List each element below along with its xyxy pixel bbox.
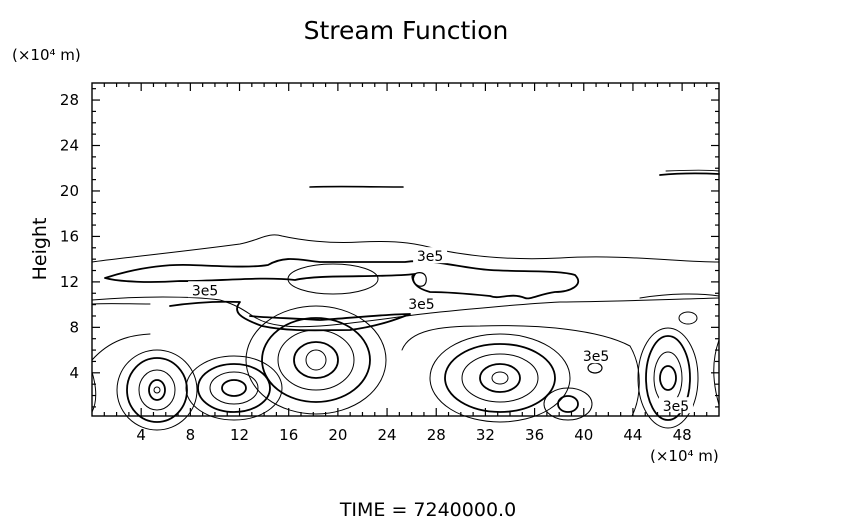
footer-time: TIME = 7240000.0: [339, 499, 516, 519]
y-axis-label: Height: [29, 218, 51, 281]
y-tick-label: 24: [60, 137, 79, 155]
x-tick-label: 16: [279, 426, 298, 444]
eddy-ring: [491, 371, 509, 385]
contour-line: [659, 172, 720, 176]
eddy-ring: [293, 341, 339, 379]
contour-label: 3e5: [663, 399, 689, 415]
eddy-ring: [479, 363, 521, 393]
contour-line: [91, 371, 97, 413]
contour-line: [411, 272, 427, 287]
contour-label: 3e5: [417, 249, 443, 265]
eddy-ring: [645, 335, 691, 421]
y-unit-label: (×10⁴ m): [12, 46, 81, 64]
x-tick-label: 8: [186, 426, 196, 444]
y-tick-labels: 4 8 12 16 20 24 28: [60, 91, 79, 382]
y-tick-label: 16: [60, 227, 79, 245]
contour-line: [169, 300, 411, 332]
y-tick-label: 4: [69, 364, 79, 382]
x-tick-label: 20: [328, 426, 347, 444]
contour-labels: 3e5 3e5 3e5 3e5 3e5: [188, 247, 693, 415]
eddy-ring: [148, 379, 166, 401]
eddy-ring: [126, 357, 188, 423]
eddy-ring: [261, 317, 371, 403]
plot-frame: [91, 82, 720, 417]
contour-line: [91, 234, 720, 263]
eddy-ring: [557, 395, 579, 413]
contour-line: [713, 339, 720, 406]
x-tick-label: 36: [525, 426, 544, 444]
contour-line: [91, 333, 151, 361]
y-tick-label: 8: [69, 318, 79, 336]
contour-label: 3e5: [408, 297, 434, 313]
contour-label: 3e5: [192, 283, 218, 299]
contour-line: [665, 169, 720, 172]
x-tick-label: 12: [230, 426, 249, 444]
eddy-ring: [659, 365, 677, 391]
eddy-ring: [444, 343, 556, 413]
x-tick-label: 44: [623, 426, 642, 444]
eddy-ring: [678, 311, 698, 325]
x-tick-label: 24: [378, 426, 397, 444]
eddy-ring: [153, 386, 161, 394]
eddy-ring: [209, 371, 259, 405]
contour-label: 3e5: [583, 349, 609, 365]
eddy-ring: [138, 369, 176, 411]
x-tick-label: 32: [476, 426, 495, 444]
chart-title: Stream Function: [304, 16, 509, 45]
contour-hole: [287, 263, 379, 295]
eddy-ring: [637, 327, 699, 429]
x-tick-label: 40: [574, 426, 593, 444]
contour-line: [401, 325, 640, 417]
y-tick-label: 28: [60, 91, 79, 109]
x-tick-label: 4: [136, 426, 146, 444]
contour-line: [91, 296, 720, 328]
eddy-ring: [543, 387, 593, 421]
x-unit-label: (×10⁴ m): [650, 447, 719, 465]
contour-label-bg: [413, 247, 448, 264]
eddy-ring: [221, 379, 247, 397]
eddy-ring: [653, 351, 683, 405]
eddy-ring: [429, 333, 571, 423]
eddy-ring: [197, 363, 271, 413]
x-tick-labels: 4 8 12 16 20 24 28 32 36 40 44 48: [136, 426, 691, 444]
eddy-ring: [461, 353, 539, 403]
eddy-ring: [277, 329, 355, 391]
axis-ticks: [92, 83, 719, 416]
y-tick-label: 12: [60, 273, 79, 291]
x-tick-label: 28: [427, 426, 446, 444]
contour-lines: [91, 169, 720, 431]
contour-label-bg: [658, 397, 693, 414]
eddy-ring: [245, 305, 387, 415]
contour-label-bg: [579, 347, 614, 364]
contour-label-bg: [188, 281, 223, 298]
contour-line: [639, 293, 720, 299]
eddy-ring: [185, 355, 283, 421]
eddy-ring: [305, 349, 327, 371]
contour-label-bg: [404, 294, 439, 311]
eddy-ring: [116, 349, 198, 431]
contour-line: [104, 258, 580, 300]
x-tick-label: 48: [673, 426, 692, 444]
y-tick-label: 20: [60, 182, 79, 200]
